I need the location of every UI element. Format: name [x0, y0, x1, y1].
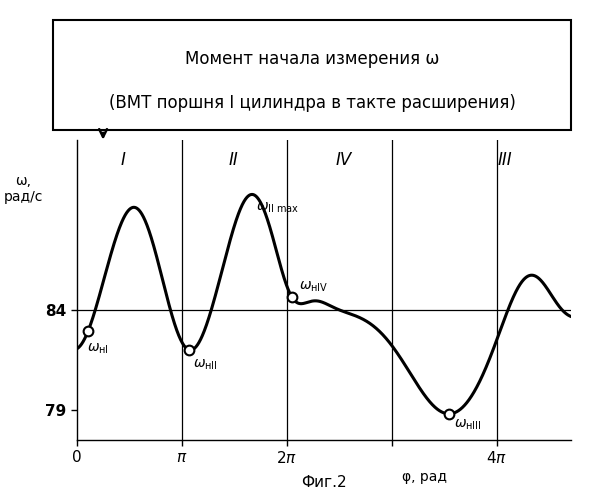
Text: IV: IV: [336, 151, 352, 169]
Text: $\omega_{\text{нIV}}$: $\omega_{\text{нIV}}$: [299, 280, 328, 294]
Text: ω,
рад/с: ω, рад/с: [4, 174, 43, 204]
Text: III: III: [497, 151, 512, 169]
Text: $\omega_{\text{II max}}$: $\omega_{\text{II max}}$: [256, 200, 299, 215]
Text: II: II: [229, 151, 239, 169]
Text: $\omega_{\text{нIII}}$: $\omega_{\text{нIII}}$: [454, 418, 482, 432]
Text: I: I: [121, 151, 126, 169]
Text: (ВМТ поршня I цилиндра в такте расширения): (ВМТ поршня I цилиндра в такте расширени…: [109, 94, 515, 112]
Text: Момент начала измерения ω: Момент начала измерения ω: [185, 50, 439, 68]
Text: φ, рад: φ, рад: [402, 470, 446, 484]
Text: $\omega_{\text{нI}}$: $\omega_{\text{нI}}$: [87, 342, 108, 356]
Text: Фиг.2: Фиг.2: [301, 475, 347, 490]
Text: $\omega_{\text{нII}}$: $\omega_{\text{нII}}$: [193, 358, 218, 372]
